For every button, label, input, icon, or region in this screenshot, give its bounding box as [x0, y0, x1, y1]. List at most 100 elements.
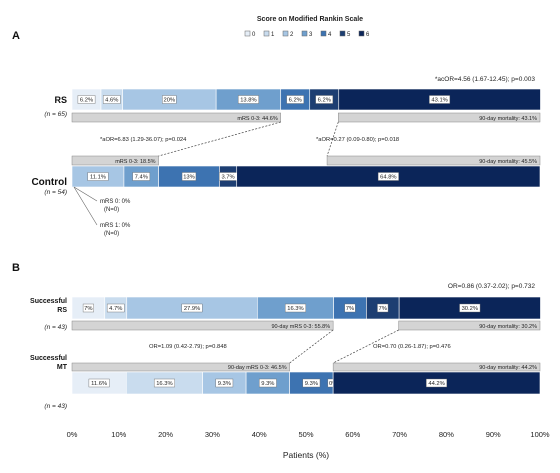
legend-label-1: 1 — [271, 32, 275, 38]
callout-text: (N=0) — [104, 231, 119, 237]
group-label-line: Successful — [30, 298, 67, 305]
mortality-connector — [326, 121, 339, 157]
x-tick-label: 10% — [111, 430, 126, 439]
mortality-bar — [326, 155, 541, 166]
segment-label: 3.7% — [221, 175, 234, 181]
segment-label-box — [153, 378, 175, 388]
mortality-bar — [338, 112, 541, 123]
segment-label: 4.7% — [109, 306, 122, 312]
segment-label: 7% — [379, 306, 387, 312]
good-outcome-label: mRS 0-3: 18.5% — [115, 159, 155, 165]
segment-label-box — [77, 95, 96, 104]
panel-letter-A: A — [12, 30, 20, 42]
good-outcome-connector — [158, 121, 281, 157]
segment-label: 44.2% — [428, 381, 444, 387]
segment-label-box — [132, 172, 151, 181]
segment-label-box — [237, 95, 259, 104]
good-outcome-label: 90-day mRS 0-3: 46.5% — [228, 365, 287, 371]
segment-label: 13% — [183, 175, 195, 181]
top-annotation: *acOR=4.56 (1.67-12.45); p=0.003 — [435, 76, 535, 83]
segment-label-box — [302, 378, 321, 388]
segment-label: 30.2% — [462, 306, 478, 312]
panel-letter-B: B — [12, 262, 20, 274]
segment-label: 16.3% — [287, 306, 303, 312]
segment-label-box — [285, 303, 306, 313]
chart-title: Score on Modified Rankin Scale — [257, 16, 363, 23]
group-label: RS — [54, 95, 67, 105]
good-outcome-label: 90-day mRS 0-3: 55.8% — [271, 324, 330, 330]
segment-label-box — [162, 95, 177, 104]
x-tick-label: 80% — [439, 430, 454, 439]
segment-label: 7.4% — [135, 175, 148, 181]
x-tick-label: 0% — [67, 430, 78, 439]
segment-label: 64.8% — [380, 175, 396, 181]
group-n-label: (n = 43) — [44, 403, 67, 410]
callout-text: (N=0) — [104, 207, 119, 213]
legend-swatch-6 — [358, 30, 365, 37]
segment-label-box — [215, 378, 234, 388]
segment-label-box — [88, 378, 110, 388]
good-outcome-connector — [289, 329, 334, 364]
legend-swatch-5 — [339, 30, 346, 37]
group-label-line: MT — [57, 364, 68, 371]
mortality-label: 90-day mortality: 30.2% — [479, 324, 537, 330]
legend-label-0: 0 — [252, 32, 256, 38]
legend-swatch-3 — [301, 30, 308, 37]
comparison-annotation: OR=0.70 (0.26-1.87); p=0.476 — [373, 344, 451, 350]
x-tick-label: 40% — [252, 430, 267, 439]
segment-label: 6.2% — [80, 98, 93, 104]
segment-label: 4.6% — [105, 98, 118, 104]
segment-label: 43.1% — [431, 98, 447, 104]
x-tick-label: 50% — [298, 430, 313, 439]
segment-label: 27.9% — [184, 306, 200, 312]
segment-label: 11.1% — [90, 175, 106, 181]
good-outcome-label: mRS 0-3: 44.6% — [237, 116, 277, 122]
segment-label-box — [459, 303, 481, 313]
x-tick-label: 30% — [205, 430, 220, 439]
x-axis-label: Patients (%) — [283, 450, 329, 460]
segment-label: 13.8% — [240, 98, 256, 104]
x-tick-label: 100% — [530, 430, 550, 439]
segment-label-box — [87, 172, 109, 181]
legend-label-6: 6 — [366, 32, 370, 38]
segment-label: 7% — [84, 306, 92, 312]
segment-label-box — [82, 303, 94, 313]
group-label-line: Successful — [30, 355, 67, 362]
segment-label: 7% — [346, 306, 354, 312]
mortality-label: 90-day mortality: 43.1% — [479, 116, 537, 122]
callout-text: mRS 0: 0% — [100, 199, 131, 205]
segment-label-box — [181, 303, 203, 313]
callout-line-mrs1 — [73, 186, 98, 226]
x-tick-label: 60% — [345, 430, 360, 439]
segment-label-box — [377, 172, 399, 181]
group-label-line: RS — [57, 307, 67, 314]
segment-label-box — [377, 303, 389, 313]
segment-label: 6.2% — [289, 98, 302, 104]
segment-label: 9.3% — [218, 381, 231, 387]
segment-label: 11.6% — [91, 381, 107, 387]
legend-label-4: 4 — [328, 32, 332, 38]
x-tick-label: 20% — [158, 430, 173, 439]
good-outcome-bar — [71, 112, 281, 123]
segment-label-box — [106, 303, 125, 313]
legend-swatch-1 — [263, 30, 270, 37]
segment-label-box — [181, 172, 197, 181]
mortality-label: 90-day mortality: 45.5% — [479, 159, 537, 165]
group-label: Control — [31, 177, 67, 188]
segment-label-box — [259, 378, 277, 388]
segment-label: 20% — [164, 98, 176, 104]
segment-label-box — [426, 378, 448, 388]
mortality-label: 90-day mortality: 44.2% — [479, 365, 537, 371]
mortality-bar — [398, 320, 541, 331]
x-tick-label: 70% — [392, 430, 407, 439]
callout-line-mrs0 — [73, 186, 98, 202]
segment-label-box — [102, 95, 121, 104]
x-tick-label: 90% — [486, 430, 501, 439]
legend-swatch-4 — [320, 30, 327, 37]
good-outcome-bar — [71, 362, 290, 372]
group-n-label: (n = 65) — [44, 111, 67, 118]
group-n-label: (n = 54) — [44, 189, 67, 196]
mortality-connector — [332, 329, 399, 364]
comparison-annotation: *aOR=0.27 (0.09-0.80); p=0.018 — [316, 137, 399, 143]
